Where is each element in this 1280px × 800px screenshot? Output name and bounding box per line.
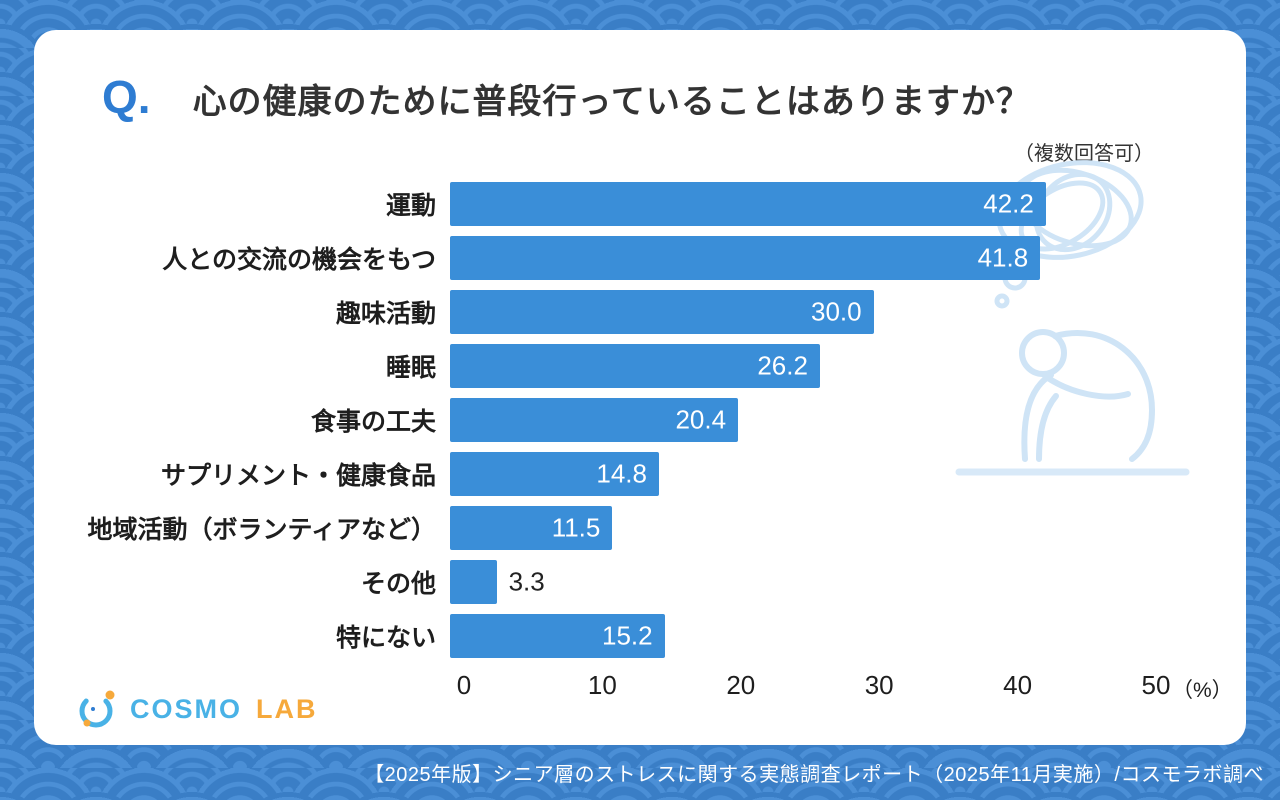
logo-text-lab: LAB xyxy=(256,693,318,724)
bar: 26.2 xyxy=(450,343,820,388)
x-tick: 30 xyxy=(864,669,894,700)
bar-row: 地域活動（ボランティアなど） 11.5 xyxy=(54,505,1156,550)
bar-row: 趣味活動 30.0 xyxy=(54,289,1156,334)
logo-mascot-icon xyxy=(79,690,115,728)
bar: 14.8 xyxy=(450,451,659,496)
bar-cell: 41.8 xyxy=(450,235,1156,280)
bar-value: 30.0 xyxy=(810,296,862,327)
bar-chart: 運動 42.2 人との交流の機会をもつ 41.8 趣味活動 30.0 睡眠 26… xyxy=(34,181,1246,708)
bar-value: 11.5 xyxy=(551,512,601,543)
bar-value: 26.2 xyxy=(757,350,808,381)
bar-cell: 26.2 xyxy=(450,343,1156,388)
report-card: Q. 心の健康のために普段行っていることはありますか？ （複数回答可） 運動 4… xyxy=(34,30,1246,745)
stressed-person-icon xyxy=(1019,329,1156,462)
bar-row: 食事の工夫 20.4 xyxy=(54,397,1156,442)
x-tick: 10 xyxy=(587,669,617,700)
page-title: 心の健康のために普段行っていることはありますか？ xyxy=(192,83,1031,121)
x-axis-spacer xyxy=(54,668,464,708)
bar-cell: 30.0 xyxy=(450,289,1156,334)
bar-label: 人との交流の機会をもつ xyxy=(162,245,436,274)
bar xyxy=(450,559,497,604)
bar: 30.0 xyxy=(450,289,874,334)
x-tick: 20 xyxy=(726,669,756,700)
bar-label: 睡眠 xyxy=(385,353,436,382)
bar-value: 14.8 xyxy=(596,458,647,489)
stress-illustration xyxy=(955,160,1190,476)
bar-row: 特にない 15.2 xyxy=(54,613,1156,658)
bar: 42.2 xyxy=(450,181,1046,226)
x-tick: 50 xyxy=(1141,669,1171,700)
x-tick: 40 xyxy=(1003,669,1033,700)
x-axis-ticks: （%） 0 10 20 30 40 50 xyxy=(457,668,1233,708)
bar-label: 地域活動（ボランティアなど） xyxy=(87,515,436,544)
bar-value: 3.3 xyxy=(508,566,545,597)
logo-text-cosmo: COSMO xyxy=(130,693,243,724)
bar-value: 20.4 xyxy=(675,404,727,435)
bar: 41.8 xyxy=(450,235,1041,280)
bar-row: その他 3.3 xyxy=(54,559,1156,604)
x-axis: （%） 0 10 20 30 40 50 xyxy=(54,668,1233,708)
bar: 15.2 xyxy=(450,613,665,658)
bar-value: 15.2 xyxy=(602,620,653,651)
bar-row: サプリメント・健康食品 14.8 xyxy=(54,451,1156,496)
bar-cell: 42.2 xyxy=(450,181,1156,226)
cosmo-lab-logo: COSMO LAB xyxy=(74,687,318,731)
bar-label: 特にない xyxy=(335,623,436,652)
bar-cell: 11.5 xyxy=(450,505,1156,550)
bar-row: 人との交流の機会をもつ 41.8 xyxy=(54,235,1156,280)
bar-label: 趣味活動 xyxy=(335,299,436,328)
bar-cell: 20.4 xyxy=(450,397,1156,442)
bar-row: 睡眠 26.2 xyxy=(54,343,1156,388)
bar-value: 41.8 xyxy=(977,242,1029,273)
bar-cell: 14.8 xyxy=(450,451,1156,496)
question-mark: Q. xyxy=(102,71,151,123)
footer-note: 【2025年版】シニア層のストレスに関する実態調査レポート（2025年11月実施… xyxy=(364,764,1264,786)
bar-cell: 15.2 xyxy=(450,613,1156,658)
bar-value: 42.2 xyxy=(983,188,1034,219)
bar-label: 運動 xyxy=(385,191,436,220)
bar-label: 食事の工夫 xyxy=(310,407,436,436)
x-tick: 0 xyxy=(456,669,472,700)
bar-row: 運動 42.2 xyxy=(54,181,1156,226)
bar-label: サプリメント・健康食品 xyxy=(160,461,436,490)
bar: 11.5 xyxy=(450,505,613,550)
bar-rows: 運動 42.2 人との交流の機会をもつ 41.8 趣味活動 30.0 睡眠 26… xyxy=(54,181,1156,658)
question-header: Q. 心の健康のために普段行っていることはありますか？ xyxy=(34,30,1246,123)
bar: 20.4 xyxy=(450,397,739,442)
bar-cell: 3.3 xyxy=(450,559,1156,604)
x-axis-unit: （%） xyxy=(1172,678,1233,702)
bar-label: その他 xyxy=(360,569,436,598)
multiple-answer-note: （複数回答可） xyxy=(1014,142,1154,165)
